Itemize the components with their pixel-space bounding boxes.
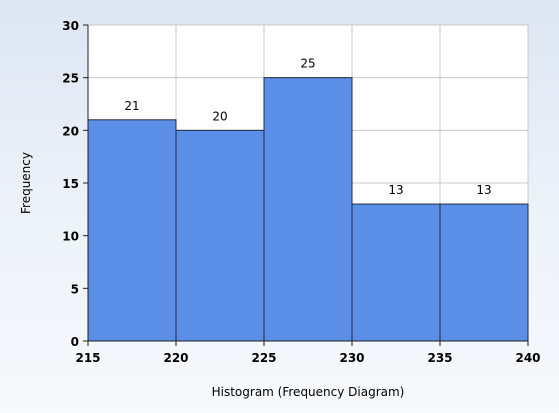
bar-data-label: 20 — [212, 109, 227, 123]
bars — [87, 77, 529, 342]
x-tick-label: 215 — [75, 351, 100, 365]
histogram-bar — [87, 119, 177, 342]
y-tick-label: 20 — [62, 124, 79, 138]
axes: 0 5 10 15 20 25 30 215 220 225 230 235 240 — [62, 19, 540, 365]
bar-data-label: 21 — [124, 99, 139, 113]
bar-data-label: 13 — [388, 183, 403, 197]
y-tick-label: 15 — [62, 177, 79, 191]
histogram-bar — [175, 129, 265, 342]
y-tick-label: 0 — [71, 335, 79, 349]
x-tick-label: 235 — [427, 351, 452, 365]
y-axis-title: Frequency — [19, 152, 33, 214]
data-labels: 21 20 25 13 13 — [124, 57, 491, 197]
x-tick-label: 240 — [515, 351, 540, 365]
x-tick-label: 225 — [251, 351, 276, 365]
y-tick-label: 25 — [62, 72, 79, 86]
histogram-bar — [351, 203, 441, 342]
bar-data-label: 25 — [300, 57, 315, 71]
bar-data-label: 13 — [476, 183, 491, 197]
y-tick-label: 10 — [62, 230, 79, 244]
histogram-bar — [439, 203, 529, 342]
y-tick-label: 5 — [71, 282, 79, 296]
y-tick-label: 30 — [62, 19, 79, 33]
histogram-bar — [263, 77, 353, 342]
x-tick-label: 230 — [339, 351, 364, 365]
x-axis-title: Histogram (Frequency Diagram) — [212, 385, 405, 399]
x-tick-label: 220 — [163, 351, 188, 365]
